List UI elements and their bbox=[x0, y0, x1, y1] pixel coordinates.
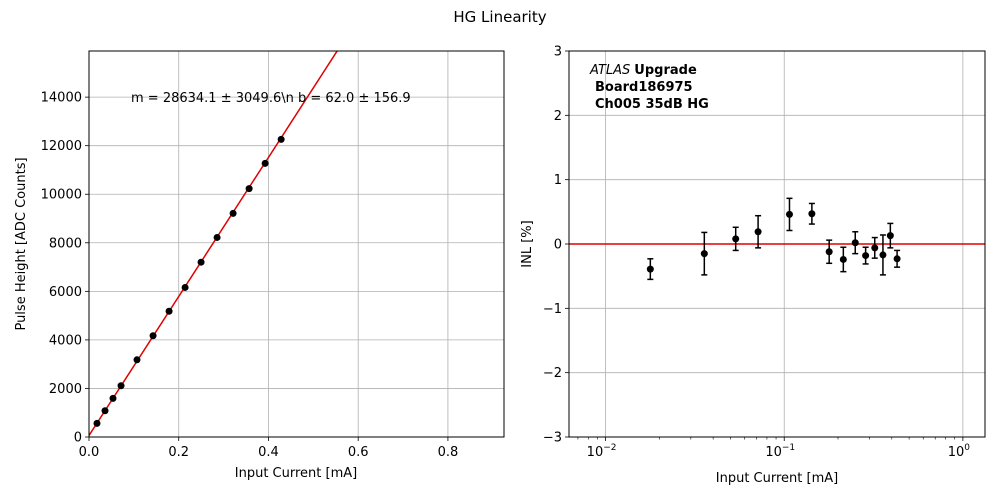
y-tick-label: 3 bbox=[554, 45, 562, 60]
data-point bbox=[245, 185, 253, 193]
y-tick-label: −2 bbox=[543, 366, 562, 381]
linearity-ticks: 0.0 0.2 0.4 0.6 0.8 0 2000 4000 6000 8000 10000 120… bbox=[41, 91, 459, 460]
data-point bbox=[862, 252, 870, 260]
inl-x-axis-label: Input Current [mA] bbox=[716, 471, 838, 486]
x-tick-exponent: −2 bbox=[603, 443, 616, 453]
data-point bbox=[229, 209, 237, 217]
data-point bbox=[213, 233, 221, 241]
y-tick-label: 0 bbox=[554, 238, 562, 253]
data-point bbox=[839, 255, 847, 263]
x-tick-label: 0.2 bbox=[168, 445, 189, 460]
x-tick-label: 0.8 bbox=[438, 445, 459, 460]
data-point bbox=[825, 248, 833, 256]
inl-plot-content bbox=[569, 197, 985, 281]
y-tick-label: 0 bbox=[74, 431, 82, 446]
data-point bbox=[700, 250, 708, 258]
data-point bbox=[277, 135, 285, 143]
data-point bbox=[871, 244, 879, 252]
figure-title: HG Linearity bbox=[453, 8, 546, 26]
inl-y-axis-label: INL [%] bbox=[520, 220, 535, 267]
data-point bbox=[197, 258, 205, 266]
data-point bbox=[165, 307, 173, 315]
x-tick-label: 0.4 bbox=[258, 445, 279, 460]
y-tick-label: 14000 bbox=[41, 91, 82, 106]
x-tick-exponent: −1 bbox=[782, 443, 795, 453]
data-point bbox=[109, 394, 117, 402]
linearity-x-axis-label: Input Current [mA] bbox=[235, 466, 357, 481]
data-point bbox=[133, 356, 141, 364]
data-point bbox=[93, 419, 101, 427]
inl-axes-frame bbox=[568, 50, 986, 438]
data-point bbox=[879, 251, 887, 259]
data-point bbox=[101, 407, 109, 415]
fit-result-annotation: m = 28634.1 ± 3049.6\n b = 62.0 ± 156.9 bbox=[131, 91, 411, 106]
data-point bbox=[149, 332, 157, 340]
y-tick-label: 8000 bbox=[49, 236, 82, 251]
x-tick-exponent: 0 bbox=[964, 443, 970, 453]
linearity-plot-content bbox=[89, 51, 339, 436]
y-tick-label: −3 bbox=[543, 431, 562, 446]
y-tick-label: −1 bbox=[543, 302, 562, 317]
experiment-name: ATLAS bbox=[589, 63, 630, 78]
fit-line bbox=[89, 51, 339, 436]
y-tick-label: 2000 bbox=[49, 382, 82, 397]
data-point bbox=[261, 159, 269, 167]
data-point bbox=[732, 235, 740, 243]
y-tick-label: 4000 bbox=[49, 333, 82, 348]
data-point bbox=[886, 232, 894, 240]
data-point bbox=[754, 228, 762, 236]
x-tick-label: 0.6 bbox=[348, 445, 369, 460]
channel-label: Ch005 35dB HG bbox=[595, 97, 709, 112]
experiment-suffix: Upgrade bbox=[634, 63, 697, 78]
data-point bbox=[646, 265, 654, 273]
experiment-label: ATLAS Upgrade bbox=[589, 63, 697, 78]
linearity-axes-frame bbox=[88, 50, 505, 438]
y-tick-label: 12000 bbox=[41, 139, 82, 154]
x-tick-label: 0.0 bbox=[79, 445, 100, 460]
data-point bbox=[893, 255, 901, 263]
data-point bbox=[785, 210, 793, 218]
y-tick-label: 1 bbox=[554, 173, 562, 188]
data-point bbox=[117, 382, 125, 390]
y-tick-label: 6000 bbox=[49, 285, 82, 300]
data-point bbox=[181, 283, 189, 291]
y-tick-label: 2 bbox=[554, 109, 562, 124]
board-label: Board186975 bbox=[595, 80, 693, 95]
y-tick-label: 10000 bbox=[41, 188, 82, 203]
linearity-panel: 0.0 0.2 0.4 0.6 0.8 0 2000 4000 6000 8000 10000 120… bbox=[14, 50, 505, 481]
data-point bbox=[851, 239, 859, 247]
linearity-y-axis-label: Pulse Height [ADC Counts] bbox=[14, 157, 29, 330]
data-point bbox=[808, 210, 816, 218]
